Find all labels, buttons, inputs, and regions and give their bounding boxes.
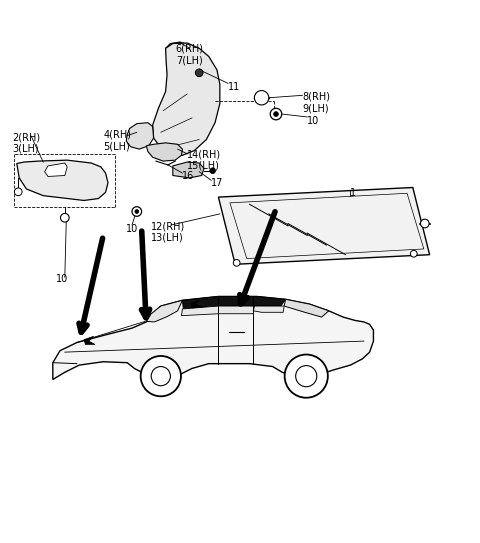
Polygon shape [84, 336, 95, 344]
Text: 1: 1 [350, 187, 357, 198]
Text: 16: 16 [182, 171, 195, 181]
Circle shape [195, 69, 203, 77]
Circle shape [14, 188, 22, 195]
Circle shape [135, 210, 139, 213]
Text: 4(RH)
5(LH): 4(RH) 5(LH) [103, 130, 131, 151]
Text: 6(RH)
7(LH): 6(RH) 7(LH) [176, 43, 204, 65]
Polygon shape [153, 43, 220, 155]
Polygon shape [45, 163, 67, 176]
Polygon shape [53, 296, 373, 380]
Text: 8(RH)
9(LH): 8(RH) 9(LH) [302, 92, 330, 113]
Text: 10: 10 [126, 224, 138, 233]
Polygon shape [253, 306, 284, 312]
Circle shape [233, 260, 240, 266]
Circle shape [151, 367, 170, 386]
Polygon shape [173, 162, 204, 178]
Circle shape [274, 112, 278, 116]
Text: 12(RH)
13(LH): 12(RH) 13(LH) [151, 221, 185, 243]
Polygon shape [191, 300, 203, 308]
Text: 11: 11 [228, 82, 240, 92]
Text: 10: 10 [56, 274, 69, 284]
Polygon shape [182, 296, 286, 309]
Polygon shape [146, 143, 182, 161]
Text: 10: 10 [307, 116, 320, 125]
Circle shape [141, 356, 181, 396]
Polygon shape [218, 187, 430, 264]
Polygon shape [181, 306, 253, 315]
Text: 2(RH)
3(LH): 2(RH) 3(LH) [12, 132, 40, 154]
Circle shape [132, 207, 142, 216]
Polygon shape [146, 300, 182, 322]
Circle shape [285, 355, 328, 397]
Text: 17: 17 [211, 178, 224, 188]
Circle shape [60, 213, 69, 222]
Text: 14(RH)
15(LH): 14(RH) 15(LH) [187, 149, 221, 171]
Circle shape [210, 168, 216, 174]
Circle shape [270, 108, 282, 120]
Circle shape [410, 250, 417, 257]
Polygon shape [230, 193, 424, 258]
Circle shape [420, 219, 429, 228]
Polygon shape [17, 160, 108, 200]
Circle shape [254, 91, 269, 105]
Polygon shape [284, 299, 329, 317]
Polygon shape [166, 42, 194, 59]
Polygon shape [126, 123, 154, 149]
Circle shape [296, 365, 317, 387]
